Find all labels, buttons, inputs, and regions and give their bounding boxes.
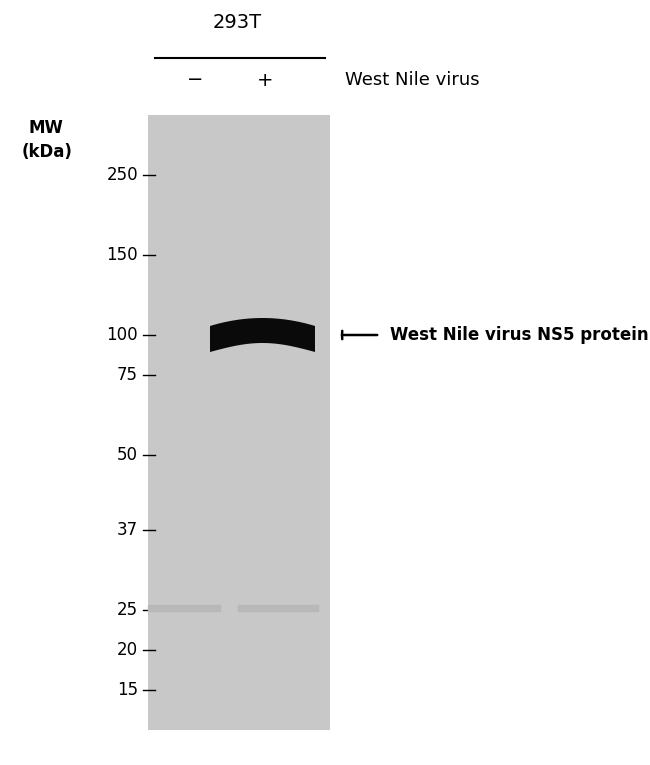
Text: 293T: 293T [213,12,261,31]
Text: +: + [257,70,273,90]
Polygon shape [210,318,315,352]
Bar [148,115,330,730]
Text: 75: 75 [117,366,138,384]
Text: 250: 250 [107,166,138,184]
Text: 37: 37 [117,521,138,539]
Text: 25: 25 [117,601,138,619]
Text: (kDa): (kDa) [22,143,73,161]
Text: 150: 150 [107,246,138,264]
Text: West Nile virus: West Nile virus [345,71,480,89]
Text: 100: 100 [107,326,138,344]
Text: 15: 15 [117,681,138,699]
Text: −: − [187,70,203,90]
Text: MW: MW [28,119,63,137]
Text: 20: 20 [117,641,138,659]
Text: West Nile virus NS5 protein: West Nile virus NS5 protein [390,326,649,344]
Text: 50: 50 [117,446,138,464]
